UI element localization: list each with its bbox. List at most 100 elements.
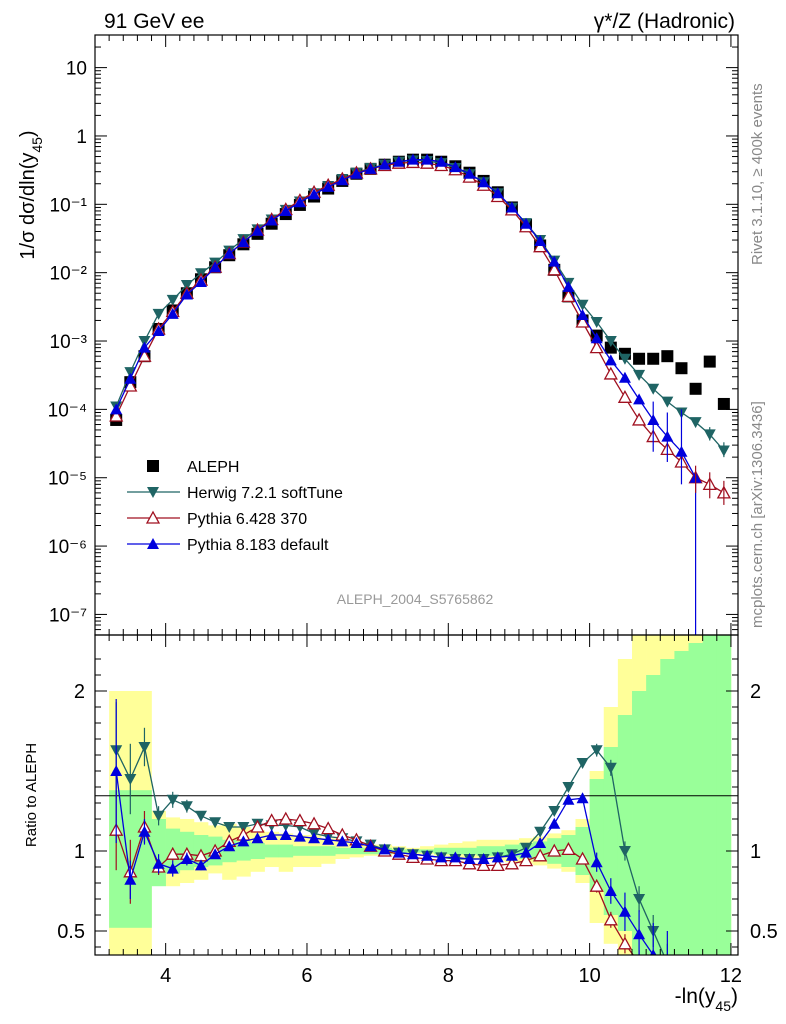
point-pythia8 [534, 235, 547, 247]
point-pythia8 [590, 332, 603, 344]
band-inner-bin [335, 847, 350, 855]
xtick-label: 8 [443, 965, 454, 987]
point-pythia6 [631, 412, 647, 426]
xtick-label: 4 [160, 965, 171, 987]
ratio-ytick-label-right: 1 [750, 841, 761, 863]
legend-marker-pythia8 [147, 538, 159, 549]
main-ytick-label: 10⁻⁷ [49, 605, 87, 626]
band-inner-bin [716, 635, 732, 955]
series-line-pythia8 [115, 159, 697, 479]
point-pythia8 [633, 393, 646, 405]
legend-marker-pythia6 [145, 510, 161, 524]
point-pythia8 [322, 180, 335, 192]
point-pythia8 [138, 341, 151, 353]
band-inner-bin [617, 715, 633, 931]
legend-label-pythia6: Pythia 6.428 370 [187, 511, 307, 528]
band-inner-bin [321, 846, 336, 856]
ratio-point-herwig [604, 762, 617, 774]
point-pythia8 [435, 155, 448, 167]
point-herwig [661, 396, 674, 408]
band-inner-bin [688, 643, 703, 955]
band-inner-bin [250, 843, 265, 859]
band-inner-bin [674, 651, 689, 955]
point-herwig [647, 383, 660, 395]
point-pythia8 [477, 176, 490, 188]
ratio-point-pythia6 [321, 821, 336, 835]
point-pythia8 [604, 354, 617, 366]
ratio-point-herwig [590, 745, 603, 757]
point-aleph [717, 397, 730, 410]
ratio-ytick-label-left: 0.5 [57, 921, 85, 943]
band-inner-bin [462, 847, 477, 855]
point-pythia8 [336, 174, 349, 186]
legend-label-herwig: Herwig 7.2.1 softTune [187, 485, 343, 502]
ratio-point-herwig [180, 801, 193, 813]
ratio-point-herwig [152, 810, 165, 822]
main-ytick-label: 10⁻⁶ [48, 537, 87, 558]
ratio-point-pythia8 [463, 853, 476, 864]
point-aleph [689, 382, 702, 395]
point-pythia8 [548, 255, 561, 267]
point-pythia8 [308, 188, 321, 200]
side-label-rivet: Rivet 3.1.10, ≥ 400k events [749, 83, 766, 265]
ratio-point-pythia8 [194, 859, 207, 871]
main-ytick-label: 1 [76, 127, 87, 148]
point-herwig [590, 316, 603, 328]
ratio-point-pythia8 [251, 832, 264, 844]
ratio-point-pythia6 [264, 813, 279, 827]
ratio-point-pythia6 [490, 858, 505, 872]
main-ylabel: 1/σ dσ/dln(y45) [17, 130, 45, 259]
ratio-point-pythia8 [661, 965, 673, 976]
ratio-point-pythia8 [308, 832, 321, 844]
ratio-point-pythia8 [180, 853, 193, 864]
ratio-point-pythia8 [392, 846, 405, 858]
point-pythia8 [110, 403, 123, 415]
legend-marker-aleph [147, 460, 159, 472]
ratio-point-pythia6 [165, 846, 180, 860]
legend-marker-herwig [147, 487, 159, 498]
point-pythia8 [265, 214, 278, 226]
main-ytick-label: 10 [66, 59, 87, 80]
ratio-point-pythia8 [166, 862, 179, 874]
ratio-point-pythia6 [617, 936, 633, 950]
point-pythia8 [449, 161, 462, 173]
point-pythia8 [406, 153, 419, 165]
ratio-point-herwig [534, 826, 547, 838]
title-left: 91 GeV ee [104, 10, 204, 33]
point-pythia8 [350, 167, 363, 179]
ratio-point-pythia8 [491, 851, 504, 863]
ratio-point-herwig [576, 758, 589, 769]
ratio-point-pythia8 [576, 792, 589, 804]
ratio-point-pythia8 [350, 837, 363, 848]
ratio-point-pythia6 [476, 858, 491, 872]
band-inner-bin [349, 847, 364, 855]
ratio-point-pythia8 [520, 846, 533, 858]
point-aleph [647, 352, 660, 365]
ratio-point-pythia8 [293, 830, 306, 842]
ratio-ylabel: Ratio to ALEPH [23, 743, 40, 847]
point-pythia8 [505, 201, 518, 213]
point-pythia8 [209, 261, 222, 273]
point-aleph [661, 350, 674, 363]
ratio-point-pythia6 [278, 811, 293, 825]
ratio-point-herwig [633, 894, 646, 905]
series-line-herwig [115, 159, 725, 451]
point-pythia8 [421, 153, 434, 165]
ratio-point-herwig [548, 806, 561, 817]
point-aleph [703, 355, 716, 368]
ratio-point-herwig [166, 794, 179, 806]
ratio-point-herwig [138, 742, 151, 753]
xtick-label: 12 [720, 965, 742, 987]
side-label-mcplots: mcplots.cern.ch [arXiv:1306.3436] [749, 401, 766, 628]
point-pythia6 [617, 389, 633, 403]
point-herwig [138, 336, 151, 348]
ratio-line-pythia8 [115, 770, 655, 955]
point-aleph [633, 352, 646, 365]
ratio-point-pythia8 [633, 928, 646, 940]
ratio-point-pythia8 [477, 853, 490, 864]
ratio-point-pythia8 [279, 829, 292, 840]
point-pythia8 [279, 204, 292, 216]
ratio-point-pythia8 [604, 885, 617, 896]
point-pythia8 [180, 288, 193, 300]
